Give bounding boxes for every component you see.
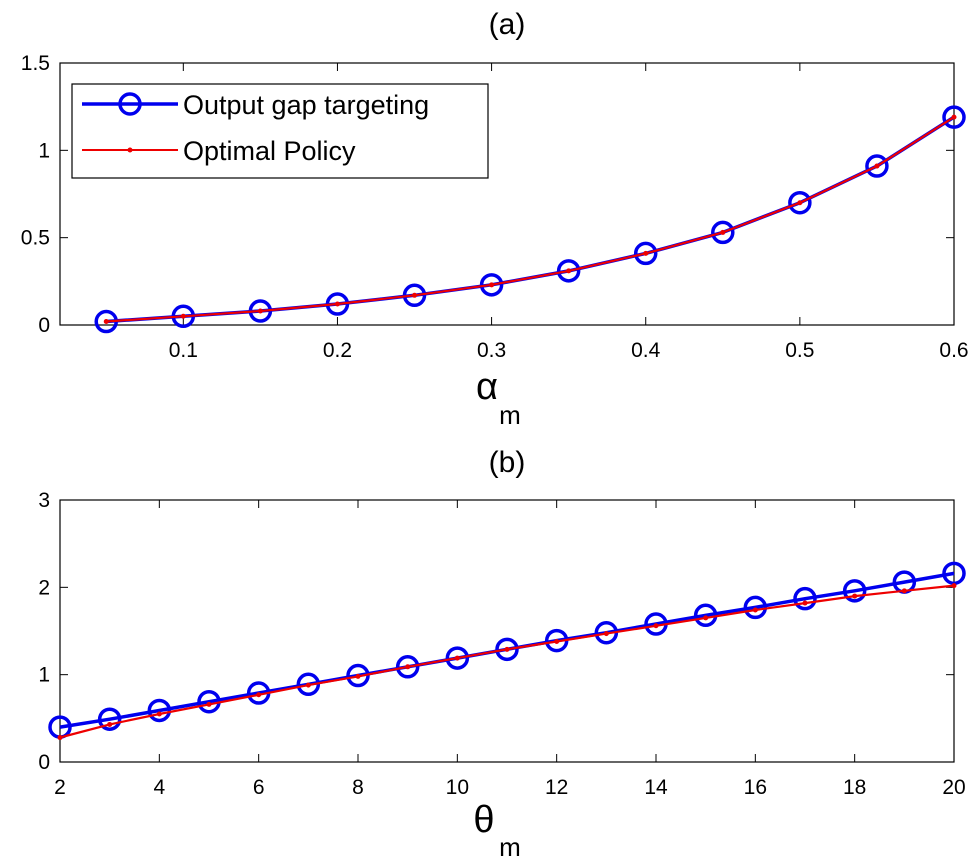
panel-a-series	[94, 105, 966, 334]
panel-a-point-optimal-policy	[489, 282, 495, 288]
panel-b-point-output-gap	[445, 646, 470, 670]
panel-b-point-output-gap	[495, 637, 519, 662]
panel-a-point-output-gap	[788, 190, 812, 215]
panel-b-xtick-label: 12	[545, 776, 568, 799]
legend: Output gap targeting Optimal Policy	[71, 83, 489, 179]
panel-b-xtick-label: 4	[153, 776, 165, 799]
panel-a-point-optimal-policy	[874, 163, 880, 169]
panel-b-point-optimal-policy	[703, 615, 709, 621]
panel-b-point-optimal-policy	[156, 711, 162, 717]
panel-a-ytick-label: 1.5	[21, 52, 50, 75]
legend-label-output-gap: Output gap targeting	[183, 90, 429, 120]
panel-b-point-optimal-policy	[355, 673, 361, 679]
panel-b-xtick-label: 16	[744, 776, 767, 799]
panel-a-point-output-gap	[479, 273, 504, 297]
panel-b-point-output-gap	[147, 698, 172, 723]
panel-b-point-optimal-policy	[256, 692, 262, 698]
panel-b-point-optimal-policy	[107, 721, 113, 727]
panel-b-xtick-label: 18	[843, 776, 866, 799]
panel-b-xlabel: θ	[473, 799, 494, 841]
panel-a-point-optimal-policy	[566, 268, 572, 274]
panel-b-xtick-label: 14	[644, 776, 668, 799]
panel-a-point-output-gap	[633, 241, 658, 266]
panel-a-ticks: 0.1 0.2 0.3 0.4 0.5 0.6 0 0.5 1 1.5	[21, 52, 969, 362]
panel-b-point-optimal-policy	[554, 638, 560, 644]
legend-item-optimal-policy: Optimal Policy	[82, 136, 356, 166]
panel-b-xtick-label: 10	[446, 776, 469, 799]
panel-b-ytick-label: 3	[38, 489, 50, 512]
panel-b-xtick-label: 2	[54, 776, 66, 799]
panel-b-point-optimal-policy	[504, 646, 510, 652]
panel-b-point-optimal-policy	[305, 682, 311, 688]
panel-a-point-output-gap	[865, 154, 889, 178]
legend-marker-output-gap	[118, 92, 142, 116]
panel-a-xtick-label: 0.4	[631, 339, 661, 362]
panel-b-point-optimal-policy	[802, 600, 808, 606]
panel-a-xtick-label: 0.3	[477, 339, 506, 362]
panel-b-plot-area	[59, 499, 955, 763]
panel-b-point-optimal-policy	[951, 583, 957, 589]
panel-b-xtick-label: 6	[253, 776, 265, 799]
panel-a-point-optimal-policy	[103, 319, 109, 325]
panel-b-point-optimal-policy	[603, 631, 609, 637]
panel-a-point-optimal-policy	[643, 250, 649, 256]
panel-a-ytick-label: 0	[38, 314, 50, 337]
panel-b-point-output-gap	[842, 579, 867, 603]
panel-a-xtick-label: 0.2	[323, 339, 352, 362]
panel-b-point-optimal-policy	[653, 623, 659, 629]
panel-b-point-optimal-policy	[752, 607, 758, 613]
panel-a-xtick-label: 0.6	[939, 339, 968, 362]
panel-a-xtick-label: 0.5	[785, 339, 814, 362]
panel-b-point-optimal-policy	[405, 664, 411, 670]
panel-a-point-optimal-policy	[797, 200, 803, 206]
panel-a-point-optimal-policy	[257, 308, 263, 314]
panel-a-ytick-label: 0.5	[21, 227, 50, 250]
panel-a-point-optimal-policy	[720, 229, 726, 235]
panel-a: (a) 0.1 0.2 0.3 0.4 0.5 0.6 0 0.5 1 1.5 α m Outpu…	[21, 8, 969, 430]
panel-b-ytick-label: 0	[38, 751, 50, 774]
panel-a-xlabel-sub: m	[499, 400, 521, 430]
panel-b-point-optimal-policy	[901, 588, 907, 594]
panel-a-point-output-gap	[556, 259, 581, 283]
panel-b-ytick-label: 2	[38, 576, 50, 599]
panel-a-point-optimal-policy	[334, 301, 340, 307]
panel-b-point-optimal-policy	[57, 735, 63, 741]
panel-b-xtick-label: 20	[942, 776, 965, 799]
panel-b-point-optimal-policy	[206, 701, 212, 707]
panel-b-point-output-gap	[97, 707, 122, 731]
panel-a-title: (a)	[489, 8, 526, 41]
panel-b-series	[48, 561, 966, 741]
panel-a-point-output-gap	[402, 283, 427, 308]
panel-a-point-output-gap	[942, 105, 966, 129]
panel-a-point-optimal-policy	[412, 292, 418, 298]
legend-label-optimal-policy: Optimal Policy	[183, 136, 356, 166]
panel-b-xlabel-sub: m	[499, 832, 521, 861]
panel-a-series-optimal-policy-line	[106, 116, 955, 323]
panel-b-point-output-gap	[793, 586, 817, 611]
panel-b-point-optimal-policy	[454, 655, 460, 661]
panel-b-point-output-gap	[395, 655, 420, 679]
panel-a-point-output-gap	[711, 220, 735, 245]
panel-a-xtick-label: 0.1	[169, 339, 198, 362]
panel-a-xlabel: α	[476, 366, 498, 408]
panel-b-point-optimal-policy	[852, 593, 858, 599]
panel-b-xtick-label: 8	[352, 776, 364, 799]
panel-b-ytick-label: 1	[38, 664, 50, 687]
legend-box	[71, 83, 489, 179]
panel-a-ytick-label: 1	[38, 139, 50, 162]
panel-b-point-output-gap	[743, 595, 768, 620]
legend-marker-optimal-policy	[127, 147, 133, 153]
panel-a-point-optimal-policy	[951, 114, 957, 120]
panel-b-title: (b)	[489, 446, 526, 479]
panel-a-point-optimal-policy	[180, 313, 186, 319]
legend-item-output-gap: Output gap targeting	[82, 90, 429, 120]
